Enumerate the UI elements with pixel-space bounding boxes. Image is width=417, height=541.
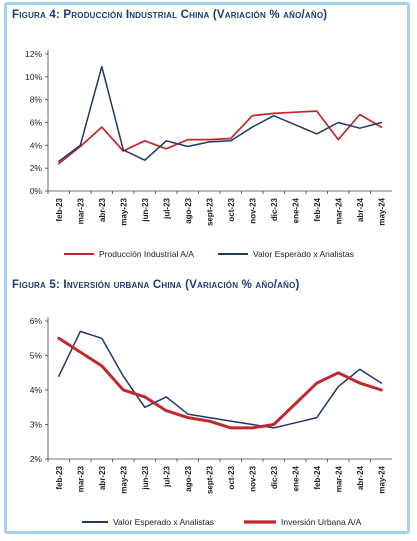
x-tick-label: feb-24 — [313, 197, 322, 221]
series-line-2 — [57, 336, 383, 430]
y-tick-label: 6% — [30, 316, 43, 326]
x-tick-label: mar-23 — [76, 465, 85, 492]
legend-label: Valor Esperado x Analistas — [253, 249, 354, 259]
x-tick-label: jun-23 — [141, 197, 150, 222]
x-tick-label: jul-23 — [162, 465, 171, 487]
series-line-1 — [58, 330, 383, 429]
x-tick-label: dic-23 — [270, 465, 279, 489]
x-tick-label: oct-23 — [227, 465, 236, 489]
figure-frame — [4, 2, 410, 534]
x-tick-label: abr-24 — [356, 197, 365, 222]
series-line-2 — [58, 65, 383, 163]
chart-figure-4: 0% 2% 4% 6% 8% 10% 12% feb-23 mar-23 abr-23 may-23… — [25, 49, 392, 259]
x-tick-label: ago-23 — [184, 465, 193, 491]
x-tick-label: may-24 — [377, 197, 386, 225]
y-tick-label: 10% — [25, 72, 42, 82]
x-tick-label: abr-23 — [98, 197, 107, 222]
y-tick-label: 6% — [30, 118, 43, 128]
figure-5-subtitle: (Variación % año/año) — [185, 279, 300, 291]
x-tick-label: dic-23 — [270, 197, 279, 221]
chart-figure-5: 2% 3% 4% 5% 6% feb-23 mar-23 abr-23 may-23 jun-23… — [30, 316, 392, 527]
x-tick-label: sept-23 — [205, 465, 214, 494]
y-tick-label: 8% — [30, 95, 43, 105]
series-line-1 — [57, 110, 383, 165]
x-tick-label: oct-23 — [227, 197, 236, 221]
y-tick-label: 2% — [30, 163, 43, 173]
x-tick-label: abr-24 — [356, 465, 365, 490]
x-tick-label: feb-23 — [55, 465, 64, 489]
x-tick-label: nov-23 — [248, 197, 257, 223]
figure-4-title-text: Figura 4: Producción Industrial China — [12, 9, 210, 21]
legend-label: Producción Industrial A/A — [99, 249, 194, 259]
y-tick-label: 2% — [30, 454, 43, 464]
x-tick-label: mar-24 — [334, 465, 343, 492]
x-tick-label: may-23 — [119, 465, 128, 493]
x-tick-label: feb-24 — [313, 465, 322, 489]
x-tick-label: jul-23 — [162, 197, 171, 219]
y-tick-label: 12% — [25, 49, 42, 59]
figure-4-title: Figura 4: Producción Industrial China (V… — [12, 9, 327, 21]
x-tick-label: may-24 — [377, 465, 386, 493]
y-tick-label: 0% — [30, 186, 43, 196]
y-tick-label: 5% — [30, 351, 43, 361]
y-tick-label: 4% — [30, 385, 43, 395]
figure-5-title-text: Figura 5: Inversión urbana China — [12, 279, 182, 291]
legend-label: Inversión Urbana A/A — [281, 517, 362, 527]
x-tick-label: abr-23 — [98, 465, 107, 490]
y-tick-label: 3% — [30, 420, 43, 430]
x-tick-label: sept-23 — [205, 197, 214, 226]
x-tick-label: nov-23 — [248, 465, 257, 491]
x-tick-label: mar-23 — [76, 197, 85, 224]
x-tick-label: ene-24 — [291, 197, 300, 223]
x-tick-label: ago-23 — [184, 197, 193, 223]
figure-5-title: Figura 5: Inversión urbana China (Variac… — [12, 279, 300, 291]
x-tick-label: feb-23 — [55, 197, 64, 221]
y-tick-label: 4% — [30, 140, 43, 150]
legend-label: Valor Esperado x Analistas — [113, 517, 214, 527]
x-tick-label: jun-23 — [141, 465, 150, 490]
x-tick-label: may-23 — [119, 197, 128, 225]
figure-4-subtitle: (Variación % año/año) — [212, 9, 328, 21]
x-tick-label: mar-24 — [334, 197, 343, 224]
x-tick-label: ene-24 — [291, 465, 300, 491]
